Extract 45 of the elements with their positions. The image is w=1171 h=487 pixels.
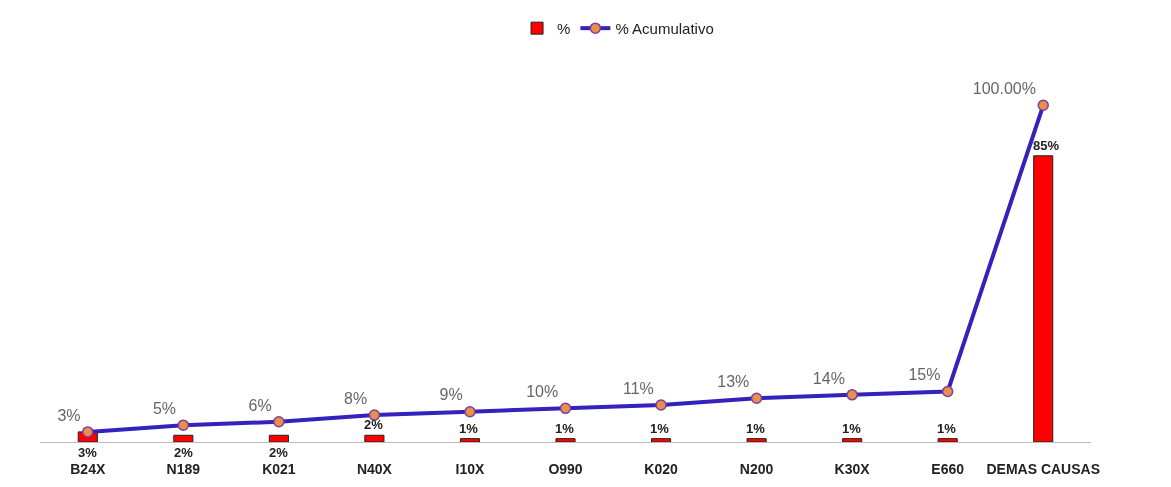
bar: [268, 434, 289, 442]
x-tick-label: N189: [166, 460, 201, 477]
data-label: 1%: [842, 421, 862, 436]
data-label: 1%: [555, 421, 575, 436]
x-tick-label: I10X: [455, 460, 486, 477]
data-label: 85%: [1033, 138, 1060, 153]
data-label: 100.00%: [972, 80, 1036, 98]
bar: [459, 438, 481, 442]
data-label: 1%: [650, 421, 670, 436]
x-tick-label: K021: [262, 460, 296, 477]
bar: [746, 438, 767, 442]
bar: [364, 434, 385, 442]
data-label: 1%: [459, 421, 479, 436]
bar: [173, 434, 194, 442]
bar: [555, 438, 576, 442]
data-label: 1%: [746, 421, 766, 436]
bar: [937, 438, 958, 442]
data-label: 15%: [908, 366, 941, 384]
x-tick-label: N200: [739, 460, 774, 477]
x-tick-label: N40X: [356, 460, 393, 477]
data-label: 6%: [248, 396, 272, 414]
x-tick-label: B24X: [70, 460, 106, 477]
bar: [650, 438, 672, 442]
data-label: 2%: [174, 445, 194, 460]
data-label: 2%: [269, 445, 289, 460]
data-label: 13%: [717, 372, 750, 390]
data-label: 11%: [622, 379, 654, 397]
data-label: 9%: [439, 386, 463, 404]
data-label: 3%: [57, 406, 81, 424]
legend-label: %: [557, 20, 571, 37]
data-label: 8%: [344, 389, 368, 407]
data-label: 3%: [78, 445, 98, 460]
data-label: 2%: [364, 417, 384, 432]
x-tick-label: K30X: [834, 460, 871, 477]
bar: [1033, 155, 1054, 442]
bar: [842, 438, 863, 442]
data-label: 10%: [526, 383, 559, 401]
x-tick-label: E660: [931, 460, 965, 477]
data-label: 14%: [812, 369, 845, 387]
x-tick-label: K020: [644, 460, 678, 477]
data-label: 1%: [937, 421, 957, 436]
x-tick-label: DEMAS CAUSAS: [986, 460, 1101, 477]
x-tick-label: O990: [548, 460, 583, 477]
legend-label: % Acumulativo: [615, 20, 714, 37]
data-label: 5%: [152, 399, 177, 417]
